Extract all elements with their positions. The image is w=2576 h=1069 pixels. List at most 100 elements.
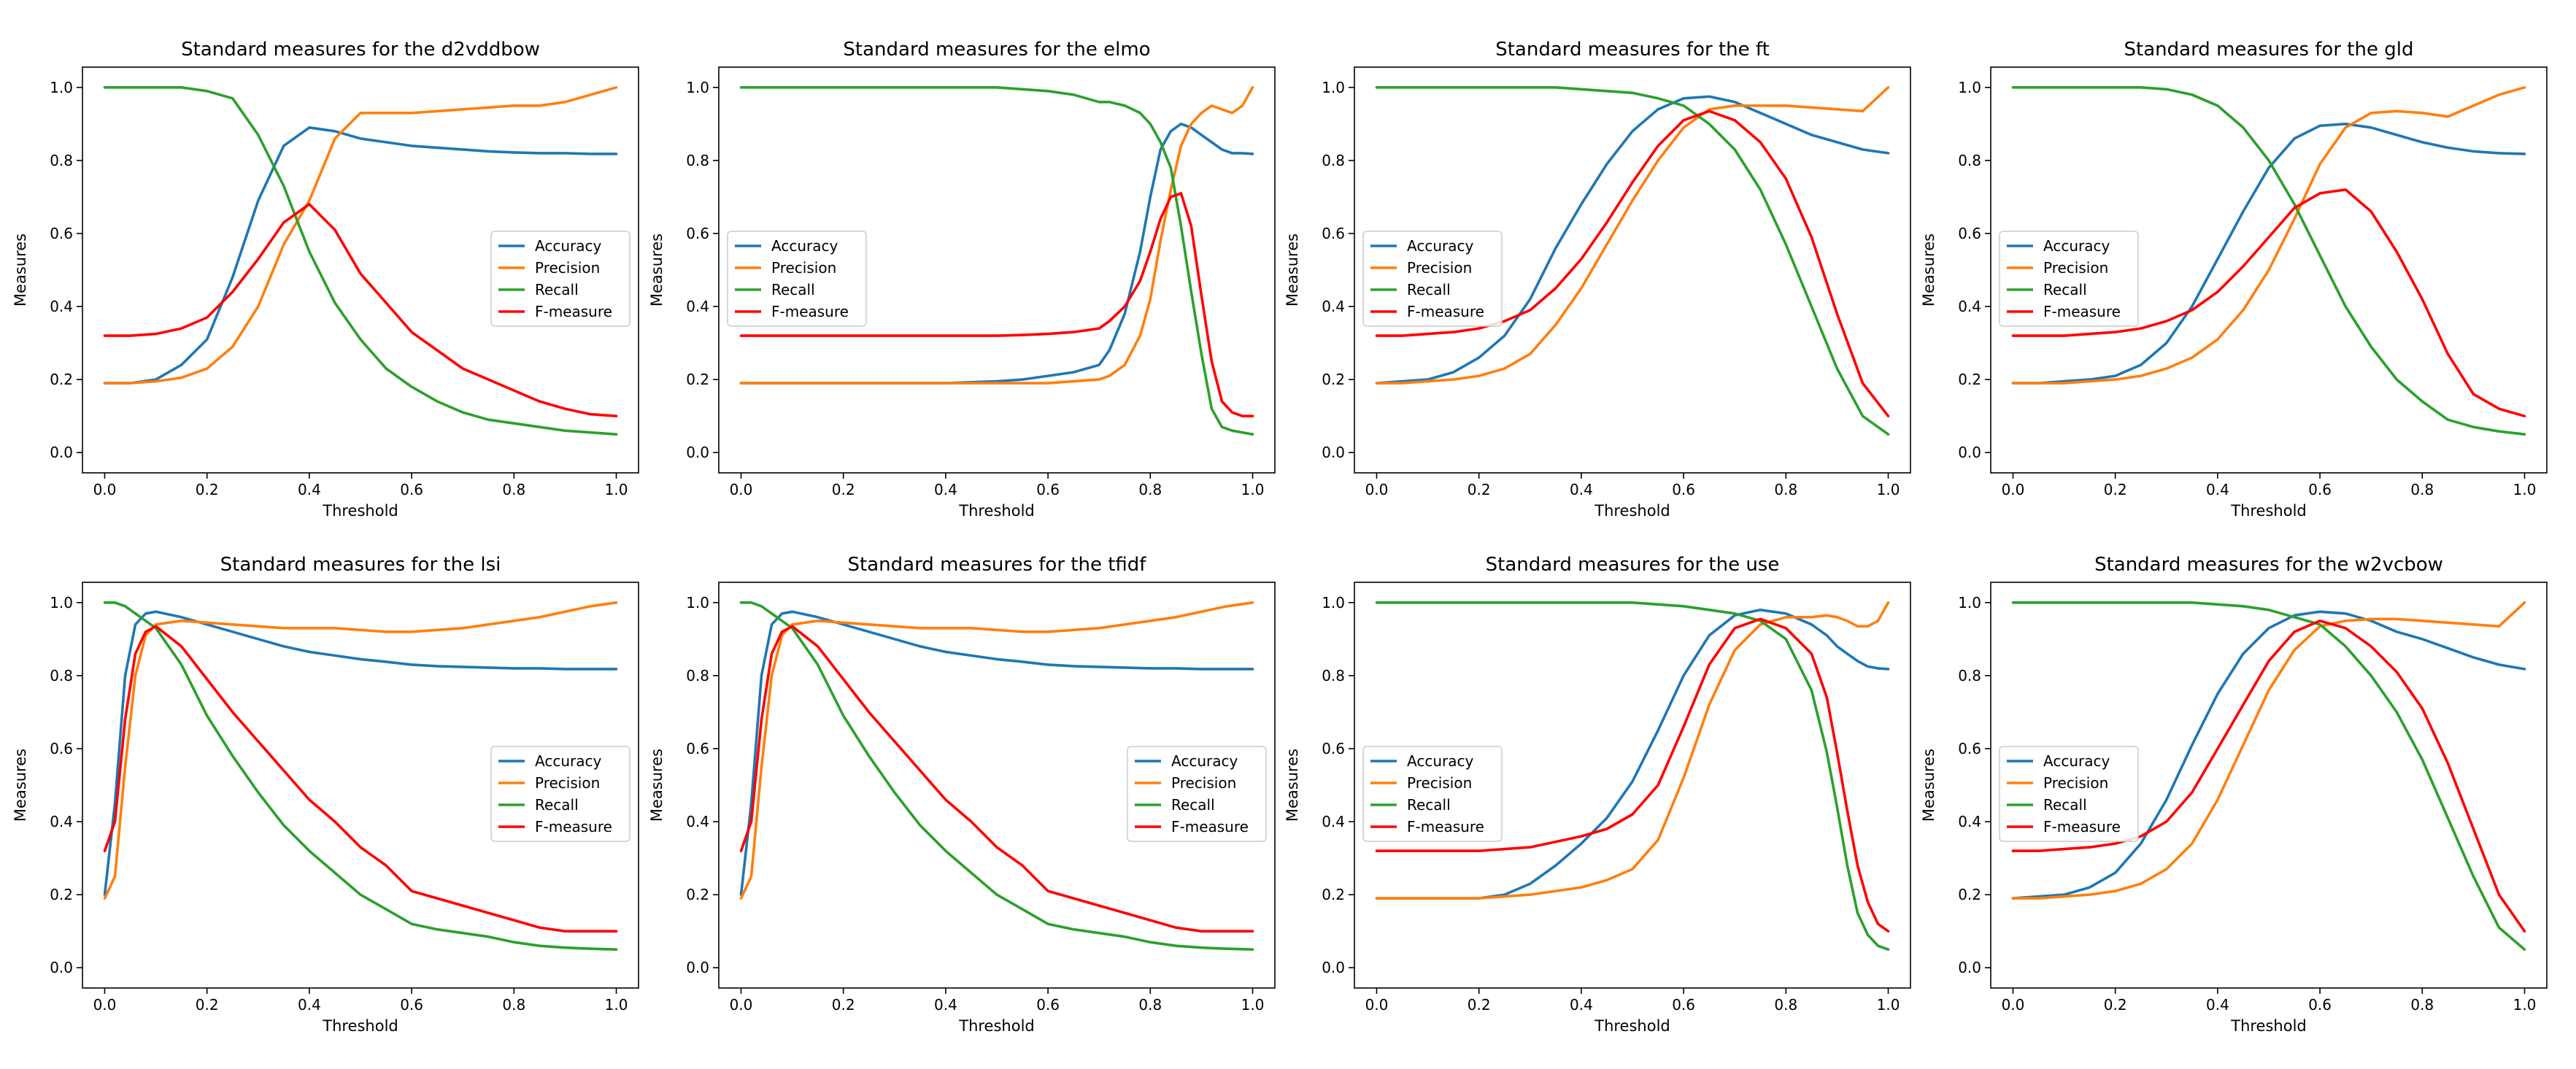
- chart-6-xtick-label: 0.4: [934, 996, 957, 1014]
- chart-4: Standard measures for the gld 0.0 0.2 0.4 0.…: [1920, 39, 2548, 520]
- chart-5-series-f-measure: [103, 625, 618, 933]
- chart-8-ytick-label: 0.6: [1958, 740, 1981, 757]
- chart-2-ytick-label: 0.2: [686, 371, 709, 388]
- chart-6-plot-frame: [718, 582, 1276, 989]
- chart-4-plot-frame: [1990, 66, 2548, 474]
- chart-4-ytick-label: 1.0: [1958, 79, 1981, 96]
- chart-8-xtick-label: 0.0: [2002, 996, 2025, 1014]
- chart-8-ytick-label: 0.2: [1958, 886, 1981, 903]
- chart-6-ytick-label: 0.6: [686, 740, 709, 757]
- chart-5-title: Standard measures for the lsi: [220, 554, 501, 576]
- chart-2-legend-label-f-measure: F-measure: [771, 303, 849, 320]
- chart-4-ytick-label: 0.2: [1958, 371, 1981, 388]
- chart-2-xtick-label: 0.4: [934, 481, 957, 498]
- chart-2-xtick-label: 0.0: [730, 481, 753, 498]
- chart-3-xtick-label: 0.2: [1468, 481, 1491, 498]
- chart-6-xtick-label: 1.0: [1241, 996, 1265, 1014]
- chart-4-xtick-label: 0.8: [2410, 481, 2434, 498]
- chart-5-ylabel: Measures: [12, 749, 29, 822]
- chart-7-legend-label-f-measure: F-measure: [1407, 818, 1484, 835]
- chart-1-legend-label-accuracy: Accuracy: [535, 237, 601, 255]
- chart-5-ytick-label: 0.6: [50, 740, 73, 757]
- chart-1-xtick-label: 0.4: [298, 481, 321, 498]
- chart-4-legend-label-f-measure: F-measure: [2043, 303, 2121, 320]
- chart-5: Standard measures for the lsi 0.0 0.2 0.4 0.…: [12, 554, 639, 1035]
- chart-4-ylabel: Measures: [1920, 234, 1937, 306]
- chart-3-title: Standard measures for the ft: [1495, 39, 1770, 61]
- chart-7-xtick-label: 0.8: [1774, 996, 1797, 1014]
- chart-8-ytick-label: 1.0: [1958, 594, 1981, 611]
- chart-8-legend-label-precision: Precision: [2043, 774, 2108, 792]
- chart-6-legend-label-recall: Recall: [1171, 796, 1215, 814]
- chart-1-legend-label-recall: Recall: [535, 281, 579, 298]
- chart-5-ytick-label: 0.8: [50, 667, 73, 684]
- chart-7-series-f-measure: [1375, 617, 1890, 933]
- chart-6-series-recall: [739, 601, 1254, 951]
- chart-5-legend-label-f-measure: F-measure: [535, 818, 612, 835]
- chart-3-legend: Accuracy Precision Recall F-measure: [1362, 231, 1503, 327]
- chart-6-legend-box: [1127, 746, 1267, 842]
- chart-3-ytick-label: 0.2: [1322, 371, 1345, 388]
- chart-7-xtick-label: 0.4: [1570, 996, 1593, 1014]
- chart-6-ytick-label: 0.0: [686, 959, 709, 976]
- chart-4-series-recall: [2011, 86, 2526, 436]
- chart-2-ytick-label: 1.0: [686, 79, 709, 96]
- chart-1-legend-label-f-measure: F-measure: [535, 303, 612, 320]
- chart-2-ytick-label: 0.4: [686, 298, 709, 315]
- chart-4-xtick-label: 1.0: [2513, 481, 2537, 498]
- chart-6-series-f-measure: [739, 625, 1254, 933]
- chart-6-ylabel: Measures: [648, 749, 666, 822]
- chart-8-xtick-label: 0.4: [2206, 996, 2229, 1014]
- chart-8-xtick-label: 0.6: [2308, 996, 2332, 1014]
- chart-1-legend-label-precision: Precision: [535, 259, 600, 277]
- chart-5-xtick-label: 1.0: [605, 996, 628, 1014]
- chart-5-ytick-label: 0.4: [50, 813, 73, 830]
- chart-4-ytick-label: 0.4: [1958, 298, 1981, 315]
- chart-3-plot-frame: [1354, 66, 1911, 474]
- chart-4-ytick-label: 0.8: [1958, 152, 1981, 169]
- chart-4-legend-box: [1999, 231, 2139, 327]
- chart-1-series-recall: [103, 86, 618, 436]
- chart-5-series-precision: [103, 601, 618, 900]
- chart-3-ytick-label: 0.0: [1322, 444, 1345, 461]
- chart-4-xtick-label: 0.0: [2002, 481, 2025, 498]
- chart-1-series-f-measure: [103, 203, 618, 418]
- chart-6-xlabel: Threshold: [958, 1017, 1035, 1035]
- chart-8-plot-frame: [1990, 582, 2548, 989]
- chart-3-legend-label-precision: Precision: [1407, 259, 1472, 277]
- chart-5-ytick-label: 1.0: [50, 594, 73, 611]
- chart-8-legend-label-f-measure: F-measure: [2043, 818, 2121, 835]
- chart-3-xtick-label: 0.0: [1365, 481, 1389, 498]
- chart-5-series-accuracy: [103, 610, 618, 896]
- chart-1-xtick-label: 0.8: [502, 481, 525, 498]
- chart-1-ytick-label: 0.2: [50, 371, 73, 388]
- chart-8-xtick-label: 1.0: [2513, 996, 2537, 1014]
- chart-5-xlabel: Threshold: [322, 1017, 398, 1035]
- chart-6-legend-label-precision: Precision: [1171, 774, 1236, 792]
- chart-7-ytick-label: 0.8: [1322, 667, 1345, 684]
- chart-3-xtick-label: 0.8: [1774, 481, 1797, 498]
- chart-2-legend: Accuracy Precision Recall F-measure: [727, 231, 867, 327]
- chart-4-legend-label-accuracy: Accuracy: [2043, 237, 2110, 255]
- chart-1-legend-box: [490, 231, 630, 327]
- chart-8-legend-label-recall: Recall: [2043, 796, 2087, 814]
- chart-2-xlabel: Threshold: [958, 502, 1035, 520]
- chart-1-legend: Accuracy Precision Recall F-measure: [490, 231, 630, 327]
- chart-6-ytick-label: 0.8: [686, 667, 709, 684]
- chart-8-title: Standard measures for the w2vcbow: [2094, 554, 2443, 576]
- chart-1-xtick-label: 0.2: [196, 481, 219, 498]
- chart-3-xtick-label: 1.0: [1877, 481, 1900, 498]
- chart-7-legend-label-accuracy: Accuracy: [1407, 752, 1473, 770]
- chart-7-legend-label-recall: Recall: [1407, 796, 1451, 814]
- chart-2-ytick-label: 0.0: [686, 444, 709, 461]
- chart-4-xtick-label: 0.2: [2104, 481, 2127, 498]
- chart-2-ytick-label: 0.8: [686, 152, 709, 169]
- chart-8-series-precision: [2011, 601, 2526, 900]
- chart-2-xtick-label: 1.0: [1241, 481, 1265, 498]
- chart-1-plot-frame: [82, 66, 639, 474]
- chart-3-legend-box: [1362, 231, 1503, 327]
- chart-1-xtick-label: 0.0: [93, 481, 117, 498]
- chart-8-legend-label-accuracy: Accuracy: [2043, 752, 2110, 770]
- chart-5-legend-box: [490, 746, 630, 842]
- chart-4-series-accuracy: [2011, 123, 2526, 385]
